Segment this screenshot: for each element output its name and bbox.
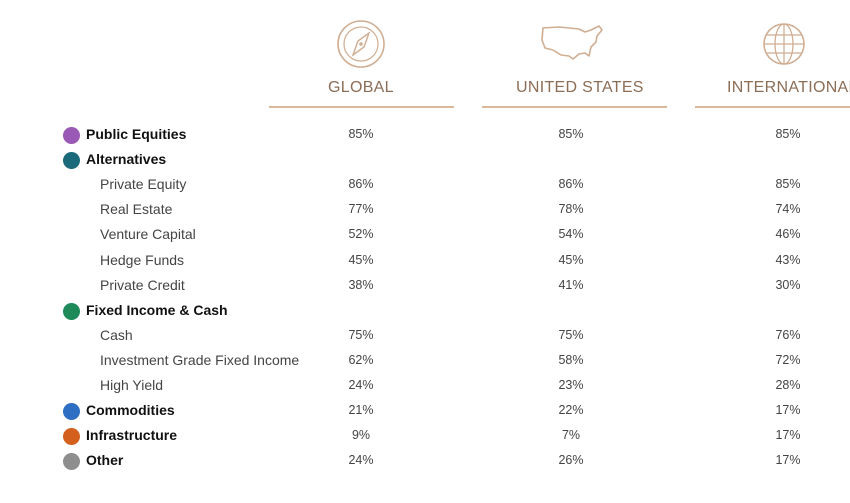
globe-icon: [763, 23, 805, 65]
category-color-dot: [63, 152, 80, 170]
column-header-international: INTERNATIONAL: [695, 0, 850, 110]
subcategory-label: Real Estate: [100, 201, 173, 218]
value-cell: 85%: [558, 127, 584, 141]
table-row: Private Credit 38% 41% 30%: [0, 275, 850, 300]
category-color-dot: [63, 302, 80, 320]
value-cell: 38%: [348, 277, 374, 292]
value-cell: 30%: [775, 277, 801, 292]
table-row: Investment Grade Fixed Income 62% 58% 72%: [0, 350, 850, 375]
us-map-icon: [541, 25, 603, 60]
table-row: Infrastructure 9% 7% 17%: [0, 425, 850, 450]
column-label-international: INTERNATIONAL: [727, 79, 850, 96]
category-label: Alternatives: [86, 151, 167, 168]
value-cell: 72%: [775, 352, 801, 367]
value-cell: 54%: [558, 227, 584, 242]
table-row: High Yield 24% 23% 28%: [0, 375, 850, 400]
value-cell: 17%: [775, 453, 801, 468]
table-row: Private Equity 86% 86% 85%: [0, 174, 850, 199]
value-cell: 24%: [348, 453, 374, 468]
subcategory-label: High Yield: [100, 377, 164, 393]
subcategory-label: Private Equity: [100, 176, 187, 193]
value-cell: 58%: [558, 352, 584, 367]
column-label-global: GLOBAL: [328, 79, 394, 96]
compass-icon: [337, 20, 385, 68]
table-row: Other 24% 26% 17%: [0, 450, 850, 475]
value-cell: 52%: [348, 227, 374, 242]
value-cell: 41%: [558, 277, 584, 292]
subcategory-label: Investment Grade Fixed Income: [100, 351, 300, 368]
column-rule-global: [269, 106, 454, 108]
value-cell: 77%: [348, 202, 374, 217]
value-cell: 45%: [558, 252, 584, 267]
value-cell: 86%: [558, 177, 584, 192]
category-label: Public Equities: [86, 126, 187, 142]
column-header-united-states: UNITED STATES: [482, 0, 667, 110]
category-color-dot: [63, 403, 80, 421]
value-cell: 23%: [558, 378, 584, 392]
column-header-global: GLOBAL: [269, 0, 454, 110]
value-cell: 17%: [775, 403, 801, 418]
column-rule-united-states: [482, 106, 667, 108]
value-cell: 75%: [348, 327, 374, 342]
table-row: Public Equities 85% 85% 85%: [0, 124, 850, 149]
subcategory-label: Hedge Funds: [100, 251, 185, 268]
value-cell: 46%: [775, 227, 801, 242]
value-cell: 17%: [775, 428, 801, 443]
table-row: Fixed Income & Cash: [0, 300, 850, 325]
value-cell: 75%: [558, 327, 584, 342]
value-cell: 74%: [775, 202, 801, 217]
value-cell: 78%: [558, 202, 584, 217]
value-cell: 43%: [775, 252, 801, 267]
value-cell: 28%: [775, 378, 801, 392]
value-cell: 26%: [558, 453, 584, 468]
table-row: Real Estate 77% 78% 74%: [0, 199, 850, 224]
subcategory-label: Cash: [100, 326, 133, 343]
column-rule-international: [695, 106, 850, 108]
value-cell: 62%: [348, 352, 374, 367]
subcategory-label: Venture Capital: [100, 226, 196, 243]
category-label: Commodities: [86, 402, 175, 419]
category-label: Infrastructure: [86, 427, 178, 444]
value-cell: 21%: [348, 403, 374, 418]
table-row: Alternatives: [0, 149, 850, 174]
column-label-united-states: UNITED STATES: [516, 79, 644, 96]
category-label: Other: [86, 452, 124, 469]
value-cell: 85%: [775, 127, 801, 141]
subcategory-label: Private Credit: [100, 276, 185, 293]
value-cell: 22%: [558, 403, 584, 418]
value-cell: 76%: [775, 327, 801, 342]
table-row: Venture Capital 52% 54% 46%: [0, 224, 850, 249]
category-label: Fixed Income & Cash: [86, 301, 228, 318]
category-color-dot: [63, 127, 80, 144]
table-row: Cash 75% 75% 76%: [0, 325, 850, 350]
value-cell: 86%: [348, 177, 374, 192]
table-row: Hedge Funds 45% 45% 43%: [0, 250, 850, 275]
value-cell: 7%: [561, 428, 581, 443]
category-color-dot: [63, 428, 80, 446]
value-cell: 45%: [348, 252, 374, 267]
value-cell: 85%: [775, 177, 801, 192]
value-cell: 85%: [348, 127, 374, 141]
value-cell: 24%: [348, 378, 374, 392]
value-cell: 9%: [351, 428, 371, 443]
category-color-dot: [63, 453, 80, 471]
table-row: Commodities 21% 22% 17%: [0, 400, 850, 425]
